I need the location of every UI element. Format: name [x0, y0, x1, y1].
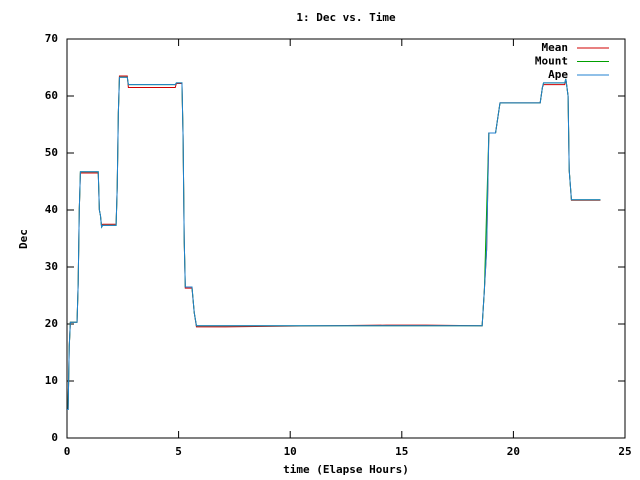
y-tick-label: 10	[45, 374, 58, 387]
legend-label: Mount	[535, 55, 568, 68]
y-tick-label: 0	[51, 431, 58, 444]
x-tick-label: 20	[507, 445, 520, 458]
x-tick-label: 10	[284, 445, 297, 458]
y-axis-label: Dec	[17, 229, 30, 249]
y-tick-label: 30	[45, 260, 58, 273]
y-tick-label: 60	[45, 89, 58, 102]
x-tick-label: 0	[64, 445, 71, 458]
legend-label: Mean	[542, 41, 569, 54]
legend-label: Ape	[548, 68, 568, 81]
series-line	[67, 76, 601, 410]
x-tick-label: 25	[618, 445, 631, 458]
y-tick-label: 50	[45, 146, 58, 159]
x-tick-label: 15	[395, 445, 408, 458]
x-axis-label: time (Elapse Hours)	[283, 463, 409, 476]
y-tick-label: 20	[45, 317, 58, 330]
x-tick-label: 5	[175, 445, 182, 458]
chart-title: 1: Dec vs. Time	[296, 11, 396, 24]
y-tick-label: 40	[45, 203, 58, 216]
plot-border	[66, 38, 626, 439]
y-tick-label: 70	[45, 32, 58, 45]
